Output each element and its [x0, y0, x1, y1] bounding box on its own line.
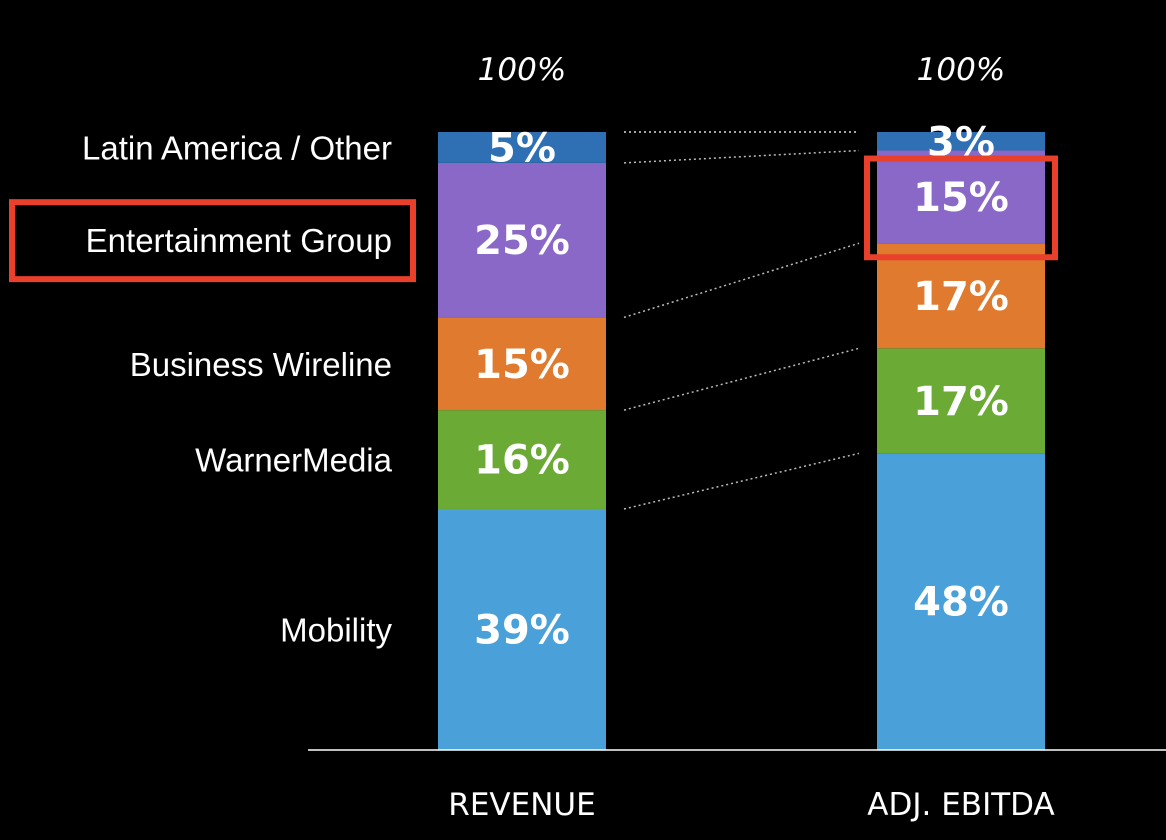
series-label-latin-america-other: Latin America / Other: [82, 129, 392, 166]
bar-adj-ebitda-mobility: [877, 453, 1045, 750]
connector-lines: [623, 131, 860, 510]
series-label-warnermedia: WarnerMedia: [195, 442, 392, 479]
connector-line-entertainment-group: [623, 149, 860, 164]
total-label-revenue: 100%: [478, 52, 567, 88]
bar-revenue-mobility: [438, 508, 606, 750]
category-label-adj-ebitda: ADJ. EBITDA: [867, 787, 1054, 823]
series-label-mobility: Mobility: [280, 611, 392, 648]
bar-revenue-warnermedia: [438, 410, 606, 509]
highlight-box-ebitda-segment: [864, 155, 1058, 261]
value-label-revenue-warnermedia: 16%: [474, 438, 570, 484]
series-label-entertainment-group: Entertainment Group: [86, 222, 392, 259]
bar-adj-ebitda-entertainment-group: [877, 150, 1045, 244]
highlight-box-series-label: [9, 199, 416, 283]
connector-line-warnermedia: [623, 347, 860, 411]
category-label-revenue: REVENUE: [448, 787, 595, 823]
series-label-business-wireline: Business Wireline: [130, 346, 392, 383]
bar-revenue-latin-america-other: [438, 132, 606, 163]
bar-adj-ebitda-latin-america-other: [877, 132, 1045, 151]
connector-line-mobility: [623, 452, 860, 510]
bar-revenue-business-wireline: [438, 317, 606, 411]
value-label-adj-ebitda-warnermedia: 17%: [913, 379, 1009, 425]
value-label-adj-ebitda-business-wireline: 17%: [913, 274, 1009, 320]
text-group: 39%16%15%25%5%100%REVENUE48%17%17%15%3%1…: [9, 52, 1058, 823]
bar-adj-ebitda-business-wireline: [877, 243, 1045, 349]
bar-adj-ebitda-warnermedia: [877, 348, 1045, 454]
value-label-revenue-mobility: 39%: [474, 607, 570, 653]
value-label-revenue-latin-america-other: 5%: [488, 125, 556, 171]
total-label-adj-ebitda: 100%: [917, 52, 1006, 88]
bar-revenue-entertainment-group: [438, 162, 606, 318]
value-label-adj-ebitda-entertainment-group: 15%: [913, 175, 1009, 221]
value-label-revenue-entertainment-group: 25%: [474, 218, 570, 264]
bars-group: [438, 132, 1045, 750]
value-label-adj-ebitda-mobility: 48%: [913, 580, 1009, 626]
connector-line-business-wireline: [623, 242, 860, 319]
value-label-revenue-business-wireline: 15%: [474, 342, 570, 388]
